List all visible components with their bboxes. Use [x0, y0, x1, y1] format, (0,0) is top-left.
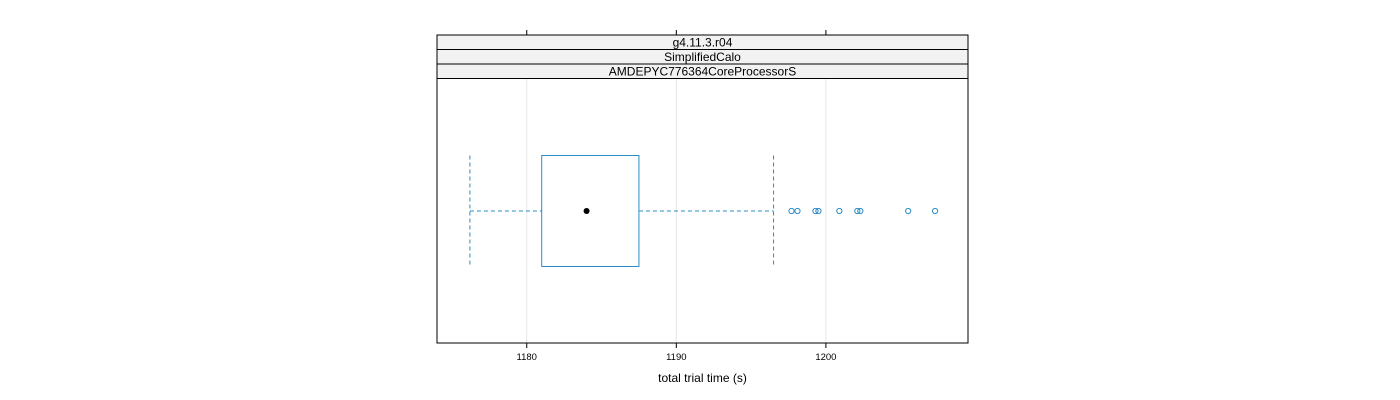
x-tick-label-2: 1200	[815, 352, 836, 363]
outlier-point-2	[812, 207, 819, 215]
strip-2-label: SimplifiedCalo	[664, 50, 741, 64]
outlier-point-7	[905, 207, 912, 215]
strip-1-label: g4.11.3.r04	[673, 36, 733, 50]
strip-3: AMDEPYC776364CoreProcessorS	[436, 63, 969, 79]
box-layer	[469, 155, 775, 267]
outlier-point-1	[794, 207, 801, 215]
x-tick-label-0: 1180	[517, 352, 537, 363]
outlier-point-4	[836, 207, 843, 215]
strip-1: g4.11.3.r04	[436, 34, 969, 50]
iqr-box	[541, 155, 640, 267]
outlier-point-3	[815, 207, 822, 215]
outlier-point-5	[854, 207, 861, 215]
x-axis-title: total trial time (s)	[658, 371, 747, 385]
outlier-layer	[788, 207, 939, 215]
outlier-point-0	[788, 207, 795, 215]
x-tick-label-1: 1190	[666, 352, 686, 363]
panel-frame	[436, 34, 969, 344]
outlier-point-8	[931, 207, 939, 215]
outlier-point-6	[857, 207, 864, 215]
median-dot	[583, 208, 590, 214]
strip-3-bg	[436, 63, 969, 79]
strip-3-label: AMDEPYC776364CoreProcessorS	[609, 65, 796, 79]
tick-layer: 1180 1190 1200	[517, 30, 836, 363]
strip-2: SimplifiedCalo	[436, 49, 969, 65]
